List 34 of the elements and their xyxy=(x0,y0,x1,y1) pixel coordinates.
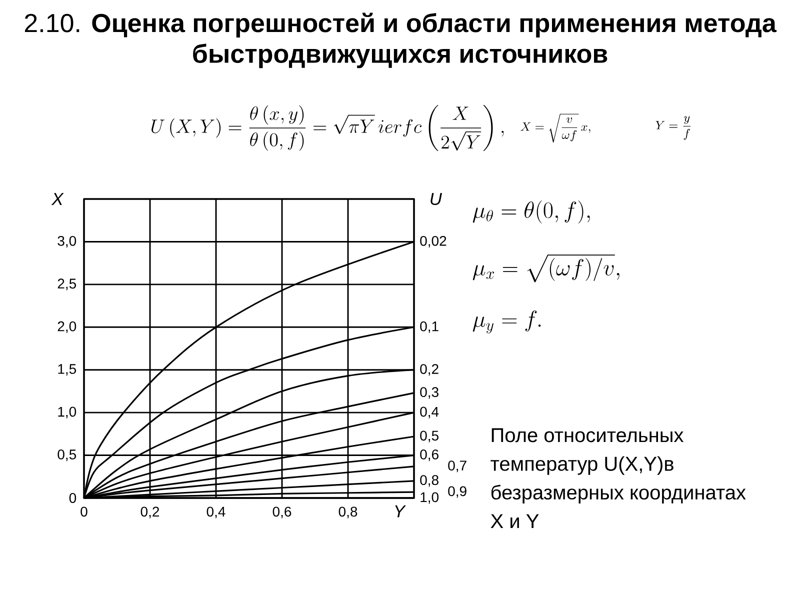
y-tick-label: 2,0 xyxy=(58,321,76,333)
y-tick-label: 1,0 xyxy=(58,406,76,418)
x-tick-label: 0,6 xyxy=(272,506,292,518)
text: $X=\sqrt{\frac{v}{\omega f}}\,x,$ xyxy=(520,114,590,143)
series-label: 0,1 xyxy=(420,321,438,333)
text: $\mu_\theta=\theta(0,f),$ xyxy=(472,200,590,224)
y-tick-label: 0 xyxy=(69,493,76,503)
chart-title: 2.10. Оценка погрешностей и области применения метода быстродвижущихся источников xyxy=(24,12,777,68)
series-label: 0,8 xyxy=(420,475,438,487)
y-axis-title: X xyxy=(51,193,64,205)
series-label: 0,02 xyxy=(420,236,446,248)
text: 0,9 xyxy=(448,486,466,498)
text: $\mu_y=f.$ xyxy=(472,310,541,334)
text: 0,7 xyxy=(448,460,466,472)
x-tick-label: 0,2 xyxy=(140,506,160,518)
y-tick-label: 1,5 xyxy=(58,364,76,376)
series-label: 0,5 xyxy=(420,430,438,442)
x-tick-label: 0,4 xyxy=(206,506,226,518)
y-tick-label: 0,5 xyxy=(58,450,76,462)
x-axis-title: Y xyxy=(395,505,406,518)
y-tick-label: 2,5 xyxy=(58,278,76,290)
y-tick-label: 3,0 xyxy=(58,236,76,248)
series-label: 0,4 xyxy=(420,406,439,418)
series-label: 0,3 xyxy=(420,387,438,399)
text: $U\left(X,Y\right)=\frac{\theta\left(x,y\right)}{\theta\left(0,f\right)}=\sqrt{\pi Y}\,ierfc\left(\frac{X}{2\sqrt{Y}}\right),$ xyxy=(152,104,504,152)
series-label: 1,0 xyxy=(420,492,439,504)
x-tick-label: 0 xyxy=(80,506,88,517)
text: $\mu_x=\sqrt{(\omega f)/v},$ xyxy=(472,254,620,282)
x-tick-label: 0,8 xyxy=(338,506,358,518)
series-label: 0,6 xyxy=(420,450,438,462)
legend-title: U xyxy=(430,192,442,206)
text: Поле относительных температур U(X,Y)в безразмерных координатах X и Y xyxy=(490,428,746,528)
text: $Y=\frac{y}{f}$ xyxy=(656,116,691,140)
series-label: 0,2 xyxy=(420,364,438,376)
